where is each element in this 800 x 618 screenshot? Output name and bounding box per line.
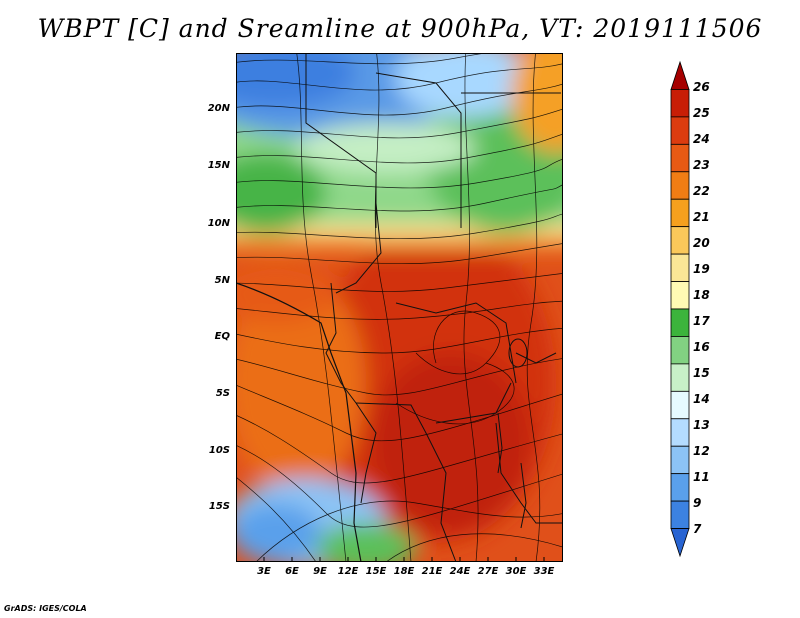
colorbar-label-21: 21 bbox=[693, 210, 710, 224]
map-canvas bbox=[236, 53, 563, 562]
colorbar-segment-9 bbox=[670, 500, 690, 529]
lat-label-10n: 10N bbox=[207, 218, 230, 229]
colorbar-label-25: 25 bbox=[693, 106, 710, 120]
lake-outlines bbox=[497, 338, 528, 529]
lon-label-3e: 3E bbox=[257, 566, 271, 577]
lon-label-21e: 21E bbox=[421, 566, 443, 577]
lat-label-eq: EQ bbox=[214, 331, 230, 342]
colorbar-segment-13 bbox=[670, 418, 690, 447]
lon-label-27e: 27E bbox=[477, 566, 499, 577]
lon-label-9e: 9E bbox=[313, 566, 327, 577]
lat-label-10s: 10S bbox=[208, 445, 230, 456]
colorbar-label-12: 12 bbox=[693, 444, 710, 458]
colorbar-label-14: 14 bbox=[693, 392, 710, 406]
colorbar-label-26: 26 bbox=[693, 80, 710, 94]
colorbar-label-18: 18 bbox=[693, 288, 710, 302]
lon-label-18e: 18E bbox=[393, 566, 415, 577]
lon-label-24e: 24E bbox=[449, 566, 471, 577]
lat-label-15s: 15S bbox=[208, 501, 230, 512]
wbpt-field bbox=[236, 53, 563, 562]
map-panel bbox=[236, 53, 563, 562]
lon-label-33e: 33E bbox=[533, 566, 555, 577]
lon-label-12e: 12E bbox=[337, 566, 359, 577]
colorbar-segment-15 bbox=[670, 363, 690, 392]
colorbar-label-15: 15 bbox=[693, 366, 710, 380]
lon-label-15e: 15E bbox=[365, 566, 387, 577]
colorbar-label-24: 24 bbox=[693, 132, 710, 146]
colorbar-label-7: 7 bbox=[693, 522, 702, 536]
coastline bbox=[236, 282, 362, 562]
colorbar-label-13: 13 bbox=[693, 418, 710, 432]
chart-title: WBPT [C] and Sreamline at 900hPa, VT: 20… bbox=[37, 14, 763, 43]
colorbar-segment-11 bbox=[670, 473, 690, 502]
colorbar-label-23: 23 bbox=[693, 158, 710, 172]
country-borders bbox=[305, 53, 563, 562]
streamlines bbox=[236, 53, 563, 562]
colorbar-segment-21 bbox=[670, 198, 690, 228]
lat-label-20n: 20N bbox=[207, 103, 230, 114]
colorbar-label-19: 19 bbox=[693, 262, 710, 276]
colorbar-label-11: 11 bbox=[693, 470, 710, 484]
colorbar-segment-25 bbox=[670, 89, 690, 118]
colorbar-label-16: 16 bbox=[693, 340, 710, 354]
colorbar-segment-18 bbox=[670, 281, 690, 310]
colorbar-segment-17 bbox=[670, 308, 690, 337]
colorbar-label-22: 22 bbox=[693, 184, 710, 198]
map-frame bbox=[236, 53, 563, 562]
colorbar-label-17: 17 bbox=[693, 314, 710, 328]
colorbar-segment-12 bbox=[670, 445, 690, 475]
colorbar-segment-26 bbox=[670, 60, 690, 90]
lat-label-5s: 5S bbox=[215, 388, 230, 399]
colorbar-segment-24 bbox=[670, 116, 690, 145]
colorbar-label-20: 20 bbox=[693, 236, 710, 250]
lon-label-6e: 6E bbox=[285, 566, 299, 577]
colorbar-segment-7 bbox=[670, 528, 690, 558]
lat-label-15n: 15N bbox=[207, 160, 230, 171]
colorbar bbox=[670, 60, 690, 558]
colorbar-label-9: 9 bbox=[693, 496, 702, 510]
lat-label-5n: 5N bbox=[214, 275, 230, 286]
colorbar-segment-20 bbox=[670, 226, 690, 255]
longitude-ticks bbox=[263, 557, 545, 562]
grads-credit: GrADS: IGES/COLA bbox=[4, 604, 87, 613]
colorbar-segment-16 bbox=[670, 336, 690, 365]
colorbar-segment-22 bbox=[670, 171, 690, 200]
lon-label-30e: 30E bbox=[505, 566, 527, 577]
colorbar-segment-14 bbox=[670, 390, 690, 420]
colorbar-segment-23 bbox=[670, 143, 690, 173]
colorbar-segment-19 bbox=[670, 253, 690, 282]
